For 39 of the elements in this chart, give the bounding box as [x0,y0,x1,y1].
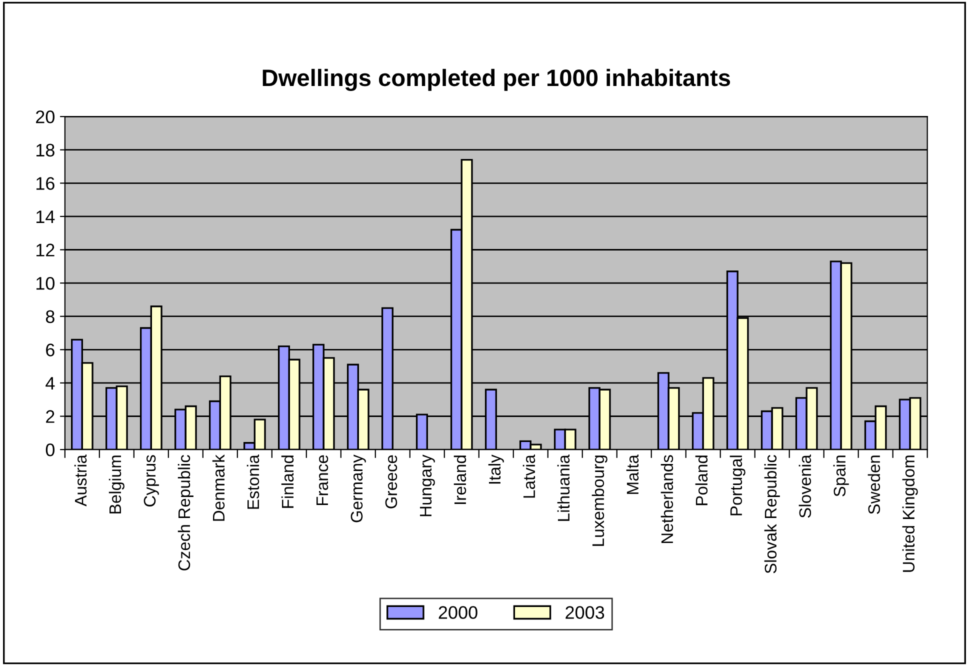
x-tick-label: Cyprus [144,455,159,506]
x-tick-label: France [316,455,328,506]
y-tick-label: 0 [46,443,54,456]
x-tick-label: Germany [350,454,366,522]
y-tick-label: 16 [36,177,54,190]
x-tick-label: Austria [74,454,87,506]
x-tick-label: Netherlands [660,455,674,544]
x-tick-label: Spain [833,456,849,496]
legend-label: 2003 [566,606,604,619]
x-tick-label: Finland [281,456,294,508]
x-tick-label: Lithuania [557,454,570,521]
y-tick-label: 4 [46,377,55,390]
y-tick-label: 8 [46,310,54,324]
y-tick-label: 10 [36,276,54,290]
x-tick-label: United Kingdom [902,456,918,572]
y-tick-label: 14 [36,210,55,223]
x-tick-label: Poland [695,456,708,506]
x-tick-label: Slovak Republic [764,454,780,574]
x-tick-label: Latvia [522,454,536,498]
x-tick-label: Belgium [108,456,124,514]
x-tick-label: Slovenia [798,454,812,518]
y-tick-label: 2 [46,410,54,423]
x-tick-label: Malta [626,454,639,494]
x-tick-label: Sweden [868,456,880,514]
x-tick-label: Luxembourg [592,456,608,546]
x-tick-label: Ireland [454,456,466,504]
x-tick-label: Portugal [730,456,746,516]
x-tick-label: Hungary [420,454,435,516]
x-tick-label: Italy [488,454,504,484]
y-tick-label: 6 [46,344,54,356]
y-tick-label: 18 [36,144,54,157]
y-tick-label: 12 [36,244,54,256]
x-tick-label: Czech Republic [178,454,194,570]
x-tick-label: Denmark [212,454,225,521]
legend-label: 2000 [438,606,478,619]
x-tick-label: Estonia [246,454,260,509]
y-tick-label: 20 [36,110,54,124]
x-tick-label: Greece [385,455,398,508]
chart-title: Dwellings completed per 1000 inhabitants [262,68,730,91]
